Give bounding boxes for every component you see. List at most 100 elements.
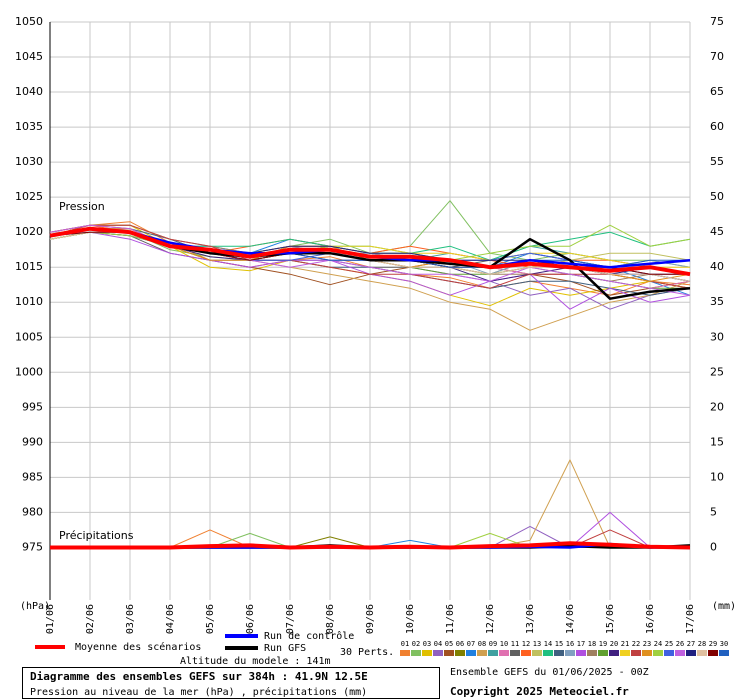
legend-label: 09 [489,640,497,648]
legend-swatch [488,650,498,656]
y2-tick-label: 55 [710,155,724,168]
x-tick-label: 11/06 [445,604,456,634]
y2-tick-label: 35 [710,295,724,308]
legend-label: Run de contrôle [264,630,354,642]
x-tick-label: 04/06 [165,604,176,634]
legend-label: 04 [434,640,442,648]
legend-swatch [686,650,696,656]
legend-label: 03 [423,640,431,648]
perturbations-label: 30 Perts. [340,647,394,658]
legend-label: 24 [654,640,662,648]
x-tick-label: 06/06 [245,604,256,634]
legend-swatch [708,650,718,656]
copyright: Copyright 2025 Meteociel.fr [450,685,629,698]
altitude: Altitude du modele : 141m [180,656,331,667]
y2-tick-label: 70 [710,50,724,63]
y2-tick-label: 10 [710,470,724,483]
y2-tick-label: 0 [710,540,717,553]
legend-swatch [631,650,641,656]
y2-tick-label: 5 [710,505,717,518]
legend-label: 23 [643,640,651,648]
x-tick-label: 12/06 [485,604,496,634]
legend-swatch [664,650,674,656]
x-tick-label: 17/06 [685,604,696,634]
y2-tick-label: 50 [710,190,724,203]
legend-label: 25 [665,640,673,648]
y-tick-label: 990 [22,435,43,448]
legend-swatch [620,650,630,656]
legend-swatch [532,650,542,656]
x-tick-label: 01/06 [45,604,56,634]
legend-swatch [675,650,685,656]
legend-swatch [609,650,619,656]
y-tick-label: 985 [22,470,43,483]
chart-subtitle: Pression au niveau de la mer (hPa) , pré… [30,686,367,698]
legend-label: 14 [544,640,552,648]
legend-swatch [642,650,652,656]
x-tick-label: 05/06 [205,604,216,634]
legend-label: 16 [566,640,574,648]
y2-axis-label: (mm) [712,601,736,612]
y2-tick-label: 40 [710,260,724,273]
legend-swatch [719,650,729,656]
x-tick-label: 02/06 [85,604,96,634]
x-tick-label: 10/06 [405,604,416,634]
legend-swatch [543,650,553,656]
y-tick-label: 1035 [15,120,43,133]
legend-label: 07 [467,640,475,648]
legend-swatch [411,650,421,656]
legend-swatch [477,650,487,656]
legend-swatch [587,650,597,656]
legend-label: 05 [445,640,453,648]
legend-swatch [554,650,564,656]
legend-swatch [510,650,520,656]
y-tick-label: 1020 [15,225,43,238]
y-tick-label: 1005 [15,330,43,343]
legend: Moyenne des scénarios Run de contrôleRun … [35,630,729,656]
x-tick-label: 14/06 [565,604,576,634]
y-tick-label: 975 [22,540,43,553]
y-tick-label: 1045 [15,50,43,63]
y-tick-label: 1015 [15,260,43,273]
legend-label: 12 [522,640,530,648]
legend-label: Moyenne des scénarios [75,641,201,653]
y-tick-label: 1025 [15,190,43,203]
y2-tick-label: 30 [710,330,724,343]
y2-tick-label: 60 [710,120,724,133]
marks [49,200,691,550]
legend-label: 30 [720,640,728,648]
legend-swatch [653,650,663,656]
legend-label: 01 [401,640,409,648]
chart-title: Diagramme des ensembles GEFS sur 384h : … [30,670,368,683]
y-tick-label: 1030 [15,155,43,168]
legend-label: 17 [577,640,585,648]
legend-label: 26 [676,640,684,648]
run-label: Ensemble GEFS du 01/06/2025 - 00Z [450,667,649,678]
grid [49,21,691,600]
legend-label: 21 [621,640,629,648]
legend-swatch [576,650,586,656]
legend-swatch [455,650,465,656]
x-tick-label: 03/06 [125,604,136,634]
y-tick-label: 1010 [15,295,43,308]
legend-label: 20 [610,640,618,648]
legend-label: Run GFS [264,643,306,654]
precip-line [50,541,691,550]
legend-label: 11 [511,640,519,648]
legend-swatch [565,650,575,656]
legend-label: 19 [599,640,607,648]
y2-tick-label: 65 [710,85,724,98]
x-tick-label: 16/06 [645,604,656,634]
y2-tick-label: 15 [710,435,724,448]
pressure-line [49,226,691,277]
legend-swatch [400,650,410,656]
legend-label: 13 [533,640,541,648]
legend-swatch [433,650,443,656]
annotation: Pression [59,200,105,213]
legend-swatch [499,650,509,656]
legend-label: 18 [588,640,596,648]
x-tick-label: 15/06 [605,604,616,634]
y2-tick-label: 25 [710,365,724,378]
legend-label: 06 [456,640,464,648]
